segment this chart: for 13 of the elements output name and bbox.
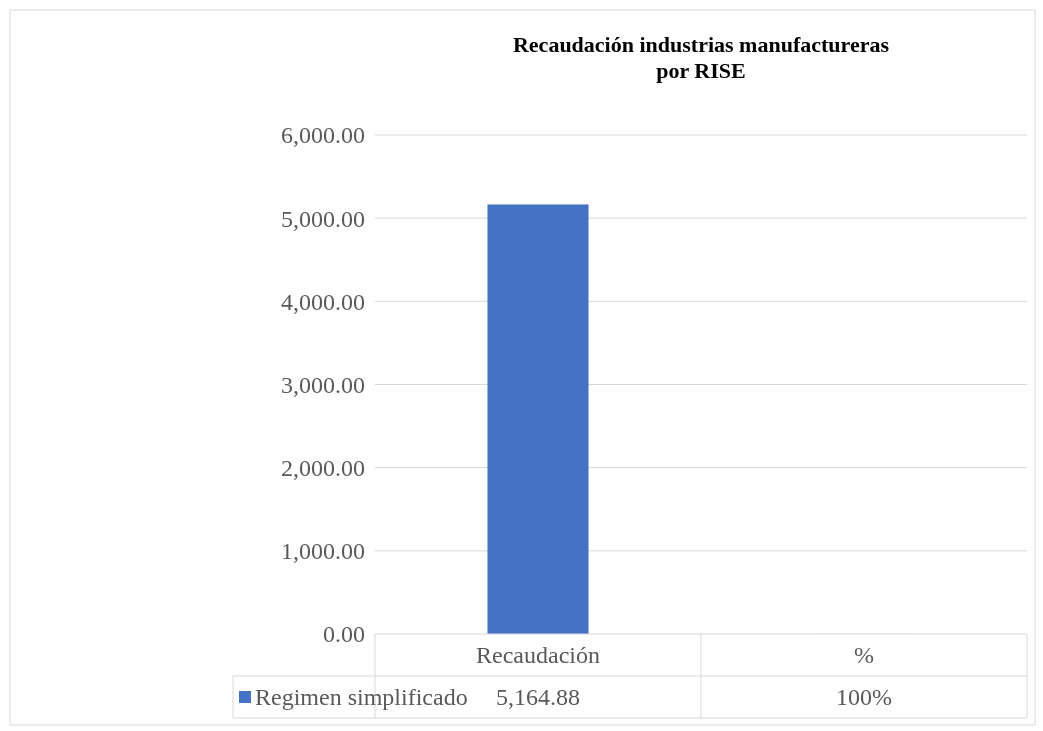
y-tick-label: 4,000.00 [281, 288, 365, 315]
data-label: 5,164.88 [496, 684, 580, 711]
y-tick-label: 1,000.00 [281, 538, 365, 565]
x-tick-label: % [854, 642, 874, 669]
x-tick-label: Recaudación [476, 642, 600, 669]
y-tick-label: 2,000.00 [281, 455, 365, 482]
y-tick-label: 0.00 [323, 621, 365, 648]
chart-title: Recaudación industrias manufactureras por RISE [512, 32, 890, 83]
y-tick-label: 5,000.00 [281, 205, 365, 232]
data-label: 100% [836, 684, 892, 711]
y-tick-label: 3,000.00 [281, 371, 365, 398]
y-tick-label: 6,000.00 [281, 122, 365, 149]
legend-label: Regimen simplificado [255, 684, 468, 711]
